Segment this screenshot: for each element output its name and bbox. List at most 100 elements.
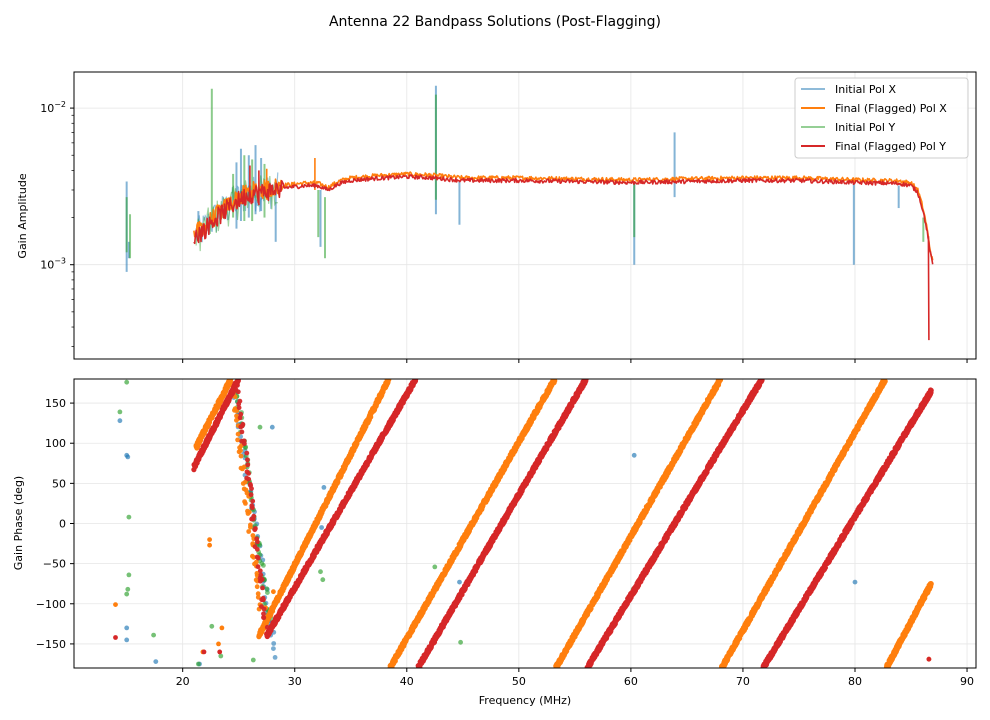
phase-point	[254, 571, 260, 576]
phase-point	[250, 657, 256, 663]
phase-point	[126, 514, 132, 520]
phase-point	[457, 579, 462, 585]
phase-point	[253, 559, 259, 565]
phase-point	[318, 569, 323, 575]
phase-point	[235, 389, 241, 395]
phase-point	[928, 581, 934, 587]
phase-point	[631, 452, 637, 458]
phase-point	[246, 476, 252, 482]
phase-point	[117, 418, 123, 424]
amplitude-x-ticks	[182, 359, 968, 363]
phase-point	[271, 641, 277, 646]
amp-series-final-flagged-pol-y	[193, 165, 934, 341]
phase-point	[151, 632, 157, 638]
phase-point	[260, 585, 265, 591]
legend-label-final-y: Final (Flagged) Pol Y	[835, 140, 946, 153]
legend-label-final-x: Final (Flagged) Pol X	[835, 102, 947, 115]
amplitude-plot-area	[125, 85, 934, 341]
phase-series-initial-pol-y	[117, 379, 636, 667]
phase-point	[234, 417, 239, 423]
amplitude-y-axis: 10−3 10−2	[40, 100, 74, 347]
phase-point	[250, 553, 255, 559]
phase-point	[269, 424, 275, 430]
phase-point	[124, 625, 130, 631]
phase-point	[243, 501, 248, 506]
phase-point	[245, 462, 251, 468]
phase-point	[218, 653, 224, 659]
phase-grid	[74, 379, 976, 668]
phase-point	[249, 503, 255, 509]
phase-point	[207, 542, 213, 548]
phase-point	[249, 486, 254, 491]
phase-point	[392, 658, 398, 664]
phase-point	[235, 437, 241, 443]
phase-point	[246, 471, 252, 476]
phase-point	[264, 586, 270, 592]
phase-point	[852, 579, 858, 585]
phase-point	[113, 602, 118, 607]
phase-point	[153, 659, 159, 664]
phase-point	[261, 563, 266, 568]
phase-point	[244, 450, 250, 456]
phase-point	[239, 429, 245, 435]
phase-point	[124, 591, 130, 597]
amp-ytick-label: 10−3	[40, 257, 66, 272]
amplitude-ylabel: Gain Amplitude	[16, 173, 29, 258]
phase-point	[125, 454, 131, 460]
phase-point	[386, 379, 392, 381]
phase-point	[258, 578, 263, 584]
phase-point	[117, 409, 123, 415]
amplitude-legend: Initial Pol X Final (Flagged) Pol X Init…	[794, 77, 969, 159]
phase-point	[240, 481, 246, 486]
phase-point	[209, 623, 215, 629]
phase-point	[240, 466, 245, 472]
phase-point	[126, 572, 132, 578]
amp-ytick-label: 10−2	[40, 100, 66, 115]
legend-label-initial-x: Initial Pol X	[835, 83, 896, 96]
phase-point	[216, 641, 221, 647]
phase-point	[321, 485, 327, 490]
legend-box	[794, 77, 969, 159]
phase-point	[458, 639, 463, 645]
phase-point	[245, 457, 250, 463]
phase-point	[238, 411, 244, 417]
phase-point	[272, 655, 278, 660]
phase-plot-area	[113, 379, 934, 668]
phase-point	[248, 524, 253, 530]
phase-point	[247, 481, 253, 487]
amplitude-panel: 10−3 10−2 Gain Amplitude Initial Pol X Fi…	[16, 71, 977, 363]
phase-point	[241, 486, 247, 492]
amp-series-final-flagged-pol-x	[193, 158, 934, 261]
phase-point	[271, 646, 276, 651]
amp-line	[193, 174, 934, 341]
phase-point	[319, 525, 324, 530]
phase-point	[432, 564, 438, 570]
phase-point	[252, 544, 258, 550]
phase-point	[124, 637, 130, 643]
amplitude-axes-frame	[73, 71, 977, 360]
phase-point	[255, 594, 261, 600]
phase-point	[242, 441, 247, 447]
phase-point	[254, 554, 260, 560]
phase-point	[124, 379, 130, 385]
phase-point	[248, 492, 254, 498]
phase-point	[236, 401, 242, 407]
phase-point	[271, 589, 276, 595]
phase-point	[261, 615, 266, 620]
figure-title: Antenna 22 Bandpass Solutions (Post-Flag…	[329, 14, 661, 30]
phase-point	[207, 537, 213, 542]
phase-point	[255, 539, 260, 545]
phase-point	[261, 606, 267, 612]
phase-point	[255, 591, 261, 597]
phase-point	[250, 498, 256, 504]
phase-point	[236, 449, 242, 455]
legend-label-initial-y: Initial Pol Y	[835, 121, 895, 134]
phase-series-final-flagged-pol-x	[113, 379, 934, 668]
phase-point	[254, 584, 260, 590]
phase-point	[257, 424, 263, 430]
phase-point	[196, 661, 201, 667]
phase-point	[717, 379, 724, 383]
phase-point	[238, 453, 244, 459]
